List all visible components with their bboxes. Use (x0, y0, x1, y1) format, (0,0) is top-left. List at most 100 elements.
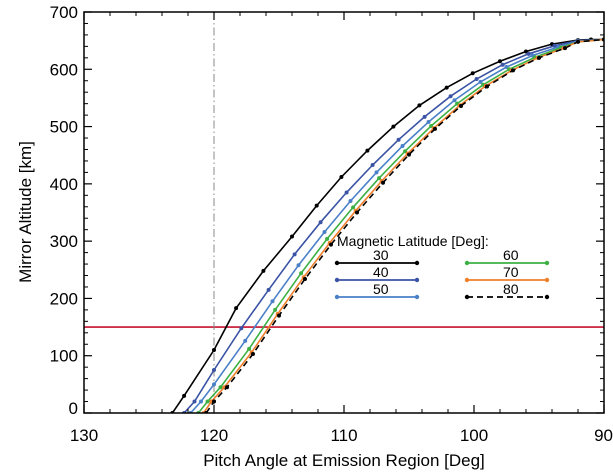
data-point-80 (225, 385, 229, 390)
data-point-60 (403, 149, 408, 154)
data-point-60 (325, 236, 330, 241)
data-point-40 (370, 162, 375, 167)
data-point-30 (314, 203, 319, 208)
legend-label: 60 (503, 247, 519, 263)
data-point-80 (537, 55, 541, 60)
data-point-50 (478, 79, 483, 84)
legend-marker (464, 260, 470, 266)
legend-marker (544, 277, 550, 283)
y-tick-label: 300 (50, 232, 78, 251)
data-point-50 (400, 144, 405, 149)
legend-marker (334, 260, 340, 266)
series-30 (170, 37, 604, 413)
data-point-80 (355, 210, 359, 215)
y-tick-label: 200 (50, 289, 78, 308)
data-point-30 (234, 306, 239, 311)
legend-marker (414, 294, 420, 300)
data-point-50 (270, 299, 275, 304)
data-point-40 (318, 220, 323, 225)
y-axis-title: Mirror Altitude [km] (16, 141, 35, 283)
legend-title: Magnetic Latitude [Deg]: (337, 233, 489, 249)
data-point-40 (292, 252, 297, 257)
series-line-80 (205, 38, 604, 413)
series-line-50 (190, 38, 604, 413)
data-point-30 (339, 174, 344, 179)
legend-marker (334, 294, 340, 300)
legend-entry-60: 60 (464, 247, 550, 266)
data-point-40 (266, 287, 271, 292)
y-tick-label: 600 (50, 60, 78, 79)
series-40 (182, 37, 604, 413)
data-point-30 (261, 268, 266, 273)
data-point-50 (322, 229, 327, 234)
x-axis-title: Pitch Angle at Emission Region [Deg] (203, 451, 485, 470)
y-tick-label: 500 (50, 118, 78, 137)
data-point-40 (212, 368, 216, 373)
data-point-30 (365, 148, 370, 153)
y-tick-label: 400 (50, 175, 78, 194)
data-point-50 (426, 119, 431, 124)
reference-lines (84, 12, 604, 413)
data-point-80 (303, 276, 307, 281)
legend-marker (414, 277, 420, 283)
data-point-30 (212, 347, 216, 352)
legend-label: 40 (373, 264, 389, 280)
data-point-30 (182, 393, 187, 398)
data-point-50 (452, 98, 457, 103)
legend-entry-30: 30 (334, 247, 420, 266)
data-point-60 (351, 205, 356, 210)
legend-marker (464, 294, 470, 300)
x-tick-label: 90 (594, 426, 613, 445)
legend-marker (464, 277, 470, 283)
data-point-80 (251, 351, 255, 356)
axes: 130 120 110 100 90 0 100 200 300 400 500 600 700 (50, 3, 613, 445)
data-point-80 (329, 242, 333, 247)
data-point-40 (422, 114, 427, 119)
data-point-80 (485, 84, 489, 89)
data-point-80 (212, 399, 216, 404)
data-point-80 (407, 152, 411, 157)
y-tick-label: 100 (50, 347, 78, 366)
data-point-50 (243, 338, 248, 343)
data-point-40 (239, 326, 244, 331)
legend-entry-50: 50 (334, 281, 420, 300)
legend-marker (544, 294, 550, 300)
legend-marker (544, 260, 550, 266)
data-point-50 (348, 199, 353, 204)
series-line-40 (183, 38, 604, 413)
data-point-30 (391, 124, 396, 129)
series-line-70 (202, 38, 604, 413)
legend-marker (414, 260, 420, 266)
legend-label: 80 (503, 281, 519, 297)
data-point-60 (205, 399, 210, 404)
series-80 (204, 37, 604, 413)
data-point-40 (552, 43, 557, 48)
x-tick-label: 110 (330, 426, 357, 445)
data-point-80 (576, 39, 580, 44)
data-point-30 (290, 234, 294, 239)
data-point-50 (199, 399, 203, 404)
y-tick-label: 700 (50, 3, 78, 22)
x-tick-label: 120 (200, 426, 228, 445)
data-point-80 (381, 180, 385, 185)
data-point-60 (273, 307, 278, 312)
legend-label: 30 (373, 247, 389, 263)
data-point-60 (299, 271, 304, 276)
legend-entry-80: 80 (464, 281, 550, 300)
data-point-80 (563, 46, 567, 51)
data-point-60 (429, 123, 434, 128)
data-point-50 (504, 64, 509, 69)
data-point-40 (344, 190, 349, 195)
legend-label: 50 (373, 281, 389, 297)
series-group (170, 37, 604, 413)
series-line-30 (171, 38, 604, 413)
data-point-60 (247, 346, 252, 351)
legend-label: 70 (503, 264, 519, 280)
data-point-80 (433, 126, 437, 131)
legend-entry-40: 40 (334, 264, 420, 283)
data-point-30 (444, 85, 449, 90)
data-point-30 (524, 49, 528, 54)
data-point-40 (192, 399, 197, 404)
